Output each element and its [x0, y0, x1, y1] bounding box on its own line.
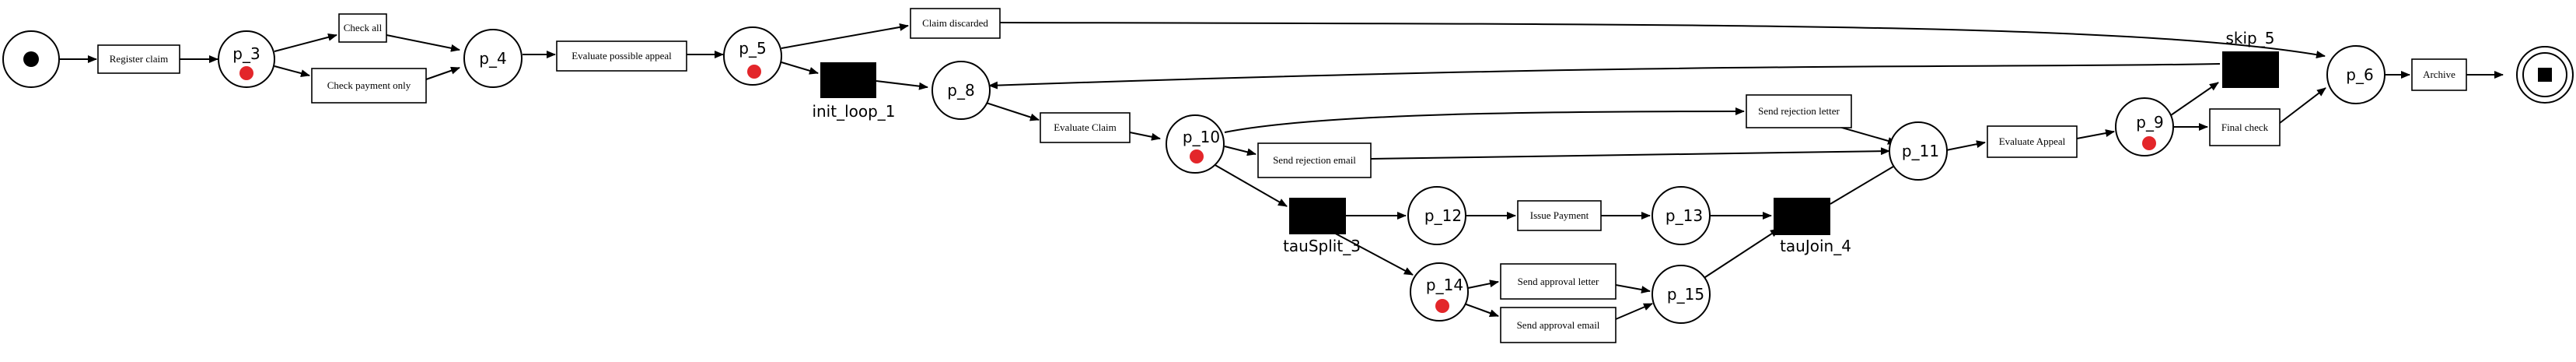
place-p8: p_8	[931, 61, 991, 120]
token-icon	[747, 65, 761, 79]
transition-send-rejection-email: Send rejection email	[1257, 142, 1372, 178]
transition-check-all: Check all	[338, 13, 387, 43]
place-p10: p_10	[1166, 114, 1225, 174]
transition-send-approval-letter: Send approval letter	[1500, 263, 1617, 300]
arc-p10-rejletter	[1224, 107, 1745, 133]
transition-final-check: Final check	[2209, 108, 2281, 146]
place-p13: p_13	[1652, 186, 1711, 245]
token-icon	[2142, 136, 2156, 150]
transition-label: Send approval letter	[1518, 276, 1599, 287]
transition-label: Final check	[2221, 121, 2269, 133]
transition-label: Issue Payment	[1530, 209, 1589, 221]
arc-evalclaim-p10	[1129, 132, 1161, 141]
arc-p15-taujoin	[1702, 228, 1780, 279]
arc-p5-initloop	[781, 62, 819, 75]
transition-label: Evaluate possible appeal	[571, 50, 672, 62]
arc-checkall-p4	[386, 34, 460, 52]
transition-label: Register claim	[110, 53, 168, 65]
arc-p10-tausplit	[1213, 163, 1288, 207]
arcs	[60, 22, 2504, 320]
arc-p3-checkpayment	[274, 65, 310, 77]
place-label: p_13	[1665, 206, 1703, 225]
arc-tausplit-p14	[1329, 230, 1414, 276]
transition-label: Evaluate Appeal	[1999, 135, 2066, 147]
arc-p3-checkall	[274, 33, 337, 52]
transition-send-rejection-letter: Send rejection letter	[1746, 94, 1852, 128]
transition-issue-payment: Issue Payment	[1517, 200, 1602, 231]
arc-p5-claimdiscarded	[781, 23, 909, 49]
place-sink	[2516, 46, 2574, 104]
silent-transition-taujoin-4: tauJoin_4	[1774, 198, 1851, 255]
place-label: p_10	[1183, 128, 1220, 146]
end-square-icon	[2538, 68, 2552, 82]
place-label: p_8	[947, 81, 974, 100]
silent-transition-init-loop-1: init_loop_1	[812, 62, 896, 121]
transition-label: Claim discarded	[922, 17, 988, 29]
place-label: p_5	[739, 39, 766, 58]
transition-register-claim: Register claim	[97, 44, 180, 74]
token-icon	[239, 66, 253, 80]
place-p5: p_5	[723, 26, 782, 86]
silent-transition-label: tauJoin_4	[1780, 237, 1851, 255]
silent-transition-skip-5: skip_5	[2222, 29, 2279, 88]
start-token-icon	[23, 51, 39, 67]
transition-evaluate-appeal: Evaluate Appeal	[1987, 125, 2078, 158]
arc-initloop-p8	[876, 80, 928, 90]
place-p15: p_15	[1652, 265, 1711, 324]
silent-transition-tausplit-3: tauSplit_3	[1283, 198, 1361, 255]
transition-evaluate-possible-appeal: Evaluate possible appeal	[556, 40, 687, 72]
arc-checkpayment-p4	[425, 66, 460, 80]
place-label: p_12	[1424, 206, 1462, 225]
place-label: p_9	[2136, 113, 2163, 132]
arc-claimdiscarded-p6	[999, 22, 2326, 59]
arc-rejemail-p11	[1370, 147, 1890, 160]
silent-transition-label: init_loop_1	[812, 102, 895, 121]
transition-label: Check all	[344, 22, 383, 33]
place-label: p_4	[479, 49, 506, 68]
transition-label: Evaluate Claim	[1054, 121, 1117, 133]
token-icon	[1435, 299, 1449, 313]
arc-p14-approvalletter	[1467, 279, 1499, 289]
transition-check-payment-only: Check payment only	[311, 68, 427, 104]
arc-skip5-p8	[988, 63, 2221, 90]
arc-p8-evalclaim	[980, 100, 1040, 121]
transition-label: Check payment only	[327, 79, 411, 91]
place-p12: p_12	[1407, 186, 1466, 245]
transition-send-approval-email: Send approval email	[1500, 307, 1617, 343]
transition-label: Send rejection letter	[1758, 105, 1840, 117]
place-p9: p_9	[2115, 97, 2174, 156]
place-p4: p_4	[463, 29, 523, 88]
arc-p11-evalappeal	[1945, 140, 1986, 151]
transition-label: Send approval email	[1517, 319, 1600, 331]
arc-approvalemail-p15	[1615, 303, 1653, 320]
place-p3: p_3	[218, 30, 275, 88]
transition-archive: Archive	[2411, 58, 2467, 91]
place-label: p_14	[1426, 276, 1463, 294]
place-p11: p_11	[1889, 121, 1948, 181]
arc-finalcheck-p6	[2279, 87, 2326, 124]
transition-claim-discarded: Claim discarded	[910, 8, 1001, 39]
transition-label: Send rejection email	[1273, 154, 1356, 166]
token-icon	[1190, 149, 1204, 163]
arc-approvalletter-p15	[1615, 284, 1651, 293]
arc-taujoin-p11	[1830, 161, 1902, 205]
place-label: p_6	[2346, 65, 2373, 84]
place-p6: p_6	[2326, 45, 2386, 104]
arc-evalappeal-p9	[2076, 129, 2115, 139]
place-label: p_3	[232, 44, 260, 63]
arc-p10-rejemail	[1224, 146, 1257, 156]
silent-transition-label: skip_5	[2226, 29, 2275, 47]
transition-evaluate-claim: Evaluate Claim	[1040, 112, 1131, 143]
place-label: p_15	[1667, 285, 1704, 304]
place-source	[2, 30, 60, 88]
arc-p14-approvalemail	[1463, 303, 1499, 317]
transition-label: Archive	[2423, 69, 2455, 80]
arc-p9-skip5	[2170, 82, 2219, 116]
place-label: p_11	[1902, 142, 1939, 160]
place-p14: p_14	[1410, 262, 1469, 322]
silent-transition-label: tauSplit_3	[1283, 237, 1361, 255]
